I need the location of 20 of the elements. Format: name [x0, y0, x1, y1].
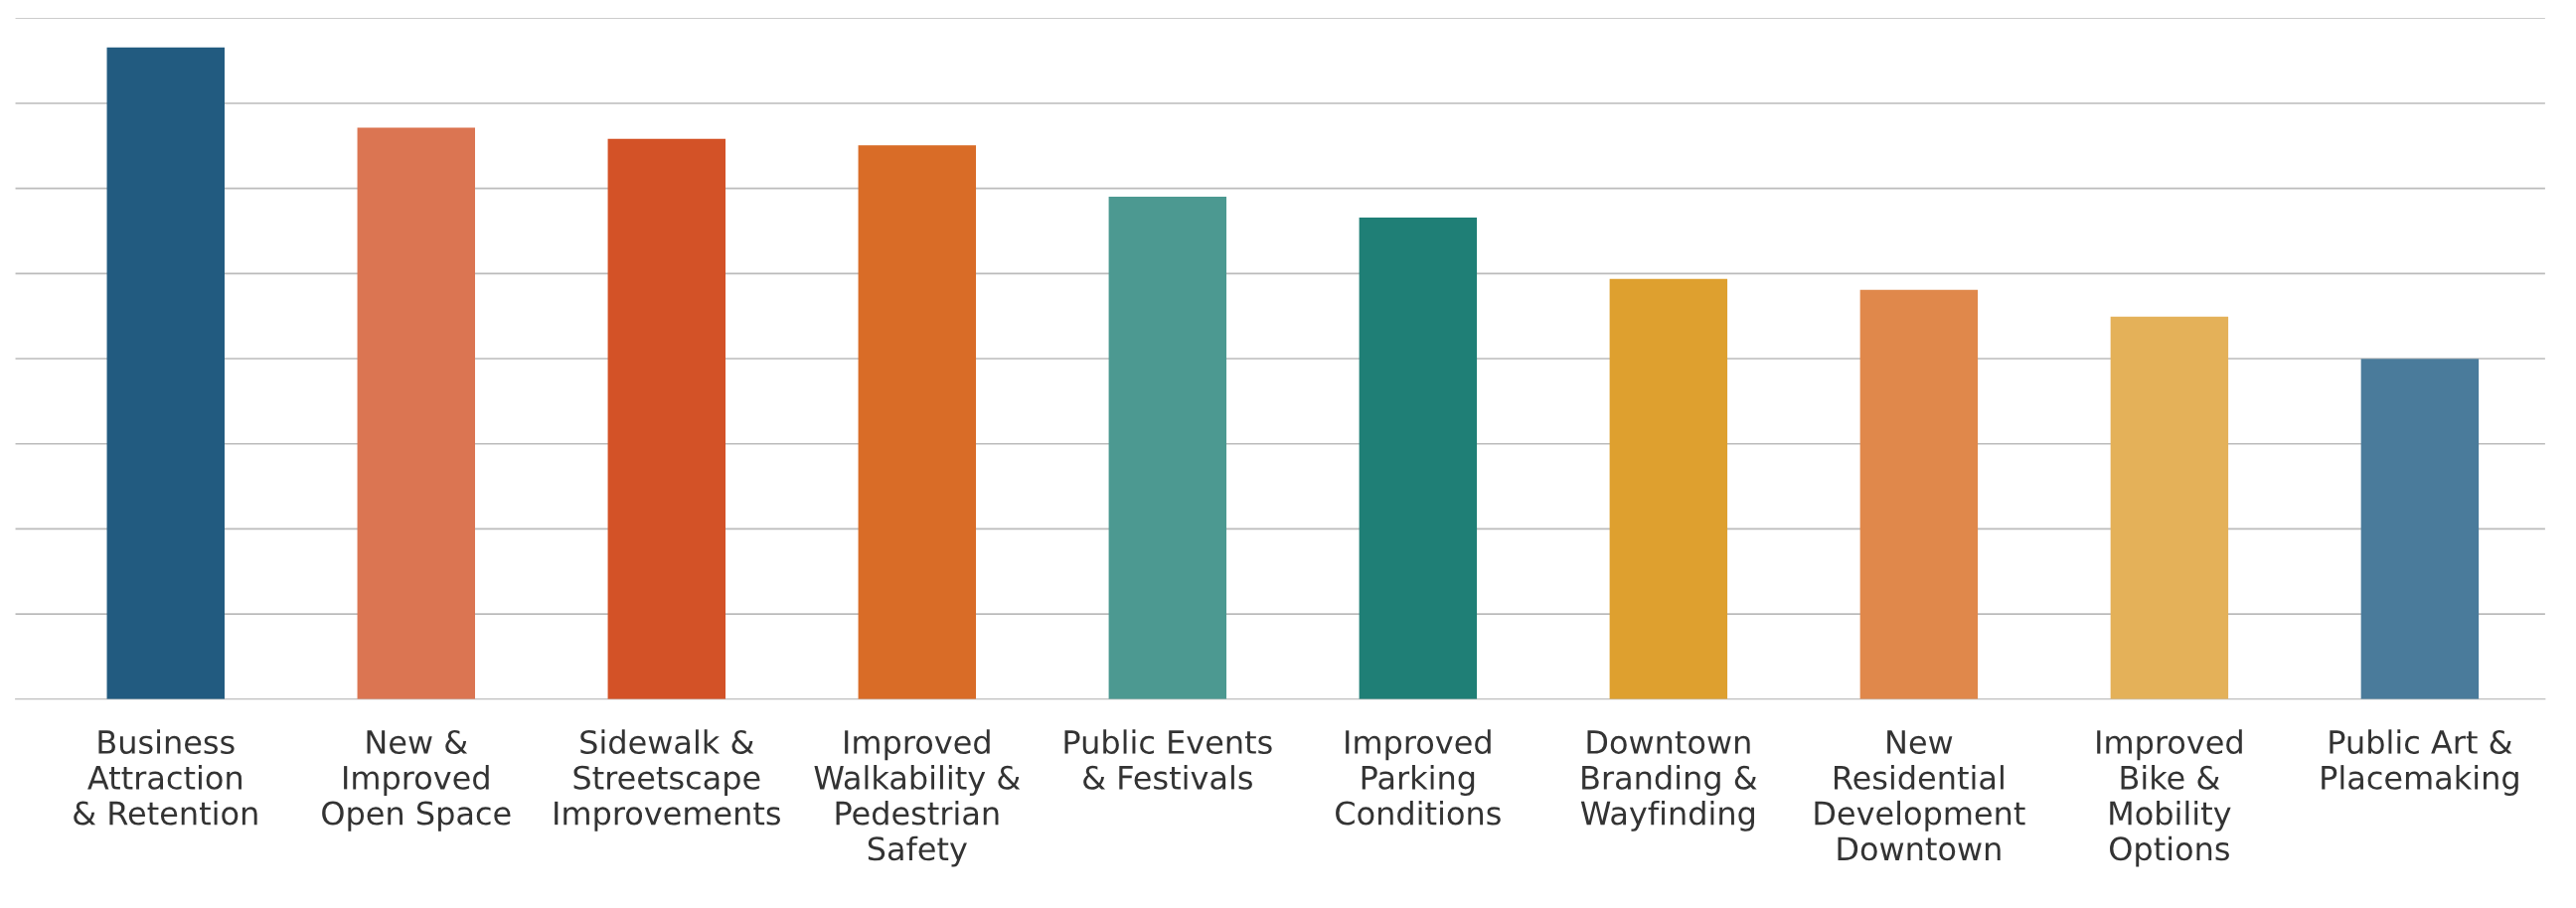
bar [2360, 359, 2480, 699]
bar [106, 47, 225, 699]
x-tick-label: Improved Bike & Mobility Options [2097, 729, 2242, 867]
x-tick-label: New Residential Development Downtown [1815, 730, 2025, 861]
bar [1609, 278, 1728, 699]
bar [1359, 218, 1478, 699]
bar [1859, 289, 1979, 699]
bar [2110, 316, 2229, 699]
bar [858, 145, 977, 699]
bar [357, 127, 475, 699]
x-tick-label: Sidewalk & Streetscape Improvements [555, 729, 780, 832]
x-tick-label: Public Events & Festivals [1064, 729, 1272, 790]
bar [1108, 197, 1227, 699]
x-tick-label: Improved Parking Conditions [1336, 729, 1501, 826]
x-tick-label: Downtown Branding & Wayfinding [1580, 730, 1757, 832]
x-tick-label: New & Improved Open Space [322, 729, 511, 832]
x-tick-label: Improved Walkability & Pedestrian Safety [814, 729, 1021, 867]
x-tick-label: Public Art & Placemaking [2322, 729, 2518, 797]
x-tick-label: Business Attraction & Retention [74, 729, 257, 826]
bar [607, 138, 726, 699]
